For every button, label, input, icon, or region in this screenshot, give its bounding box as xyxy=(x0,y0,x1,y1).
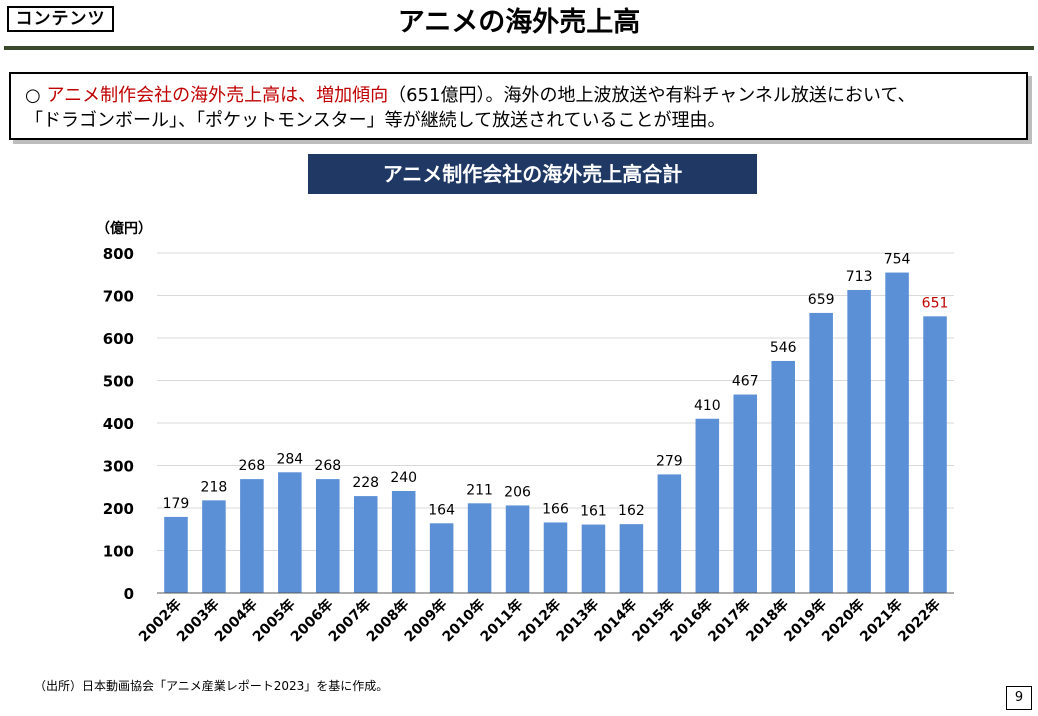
y-tick-label: 500 xyxy=(103,373,134,391)
data-label: 467 xyxy=(732,374,759,390)
data-label: 161 xyxy=(580,504,607,520)
bar xyxy=(581,524,606,593)
y-tick-label: 800 xyxy=(103,245,134,263)
data-label: 218 xyxy=(201,479,228,495)
data-label: 651 xyxy=(922,295,949,311)
bar xyxy=(657,474,682,593)
data-label: 211 xyxy=(466,482,493,498)
bar xyxy=(885,272,909,593)
bar xyxy=(164,516,188,593)
y-tick-label: 700 xyxy=(103,288,134,306)
bar xyxy=(316,479,340,593)
bar xyxy=(467,503,492,593)
summary-box: ○ アニメ制作会社の海外売上高は、増加傾向（651億円）。海外の地上波放送や有料… xyxy=(9,72,1028,140)
summary-highlight: アニメ制作会社の海外売上高は、増加傾向 xyxy=(46,85,389,106)
data-label: 546 xyxy=(770,340,797,356)
y-tick-label: 0 xyxy=(124,585,134,603)
section-tag: コンテンツ xyxy=(7,6,114,32)
data-label: 713 xyxy=(846,269,873,285)
data-label: 240 xyxy=(390,470,417,486)
x-tick-label: 2022年 xyxy=(894,596,943,645)
bar xyxy=(240,479,264,593)
bar xyxy=(202,500,226,593)
data-label: 166 xyxy=(542,501,569,517)
page-title: アニメの海外売上高 xyxy=(397,7,641,38)
summary-line-1: ○ アニメ制作会社の海外売上高は、増加傾向（651億円）。海外の地上波放送や有料… xyxy=(25,83,1016,108)
y-tick-label: 300 xyxy=(103,458,134,476)
summary-line-2: 「ドラゴンボール」、「ポケットモンスター」等が継続して放送されていることが理由。 xyxy=(25,110,726,131)
data-label: 179 xyxy=(163,496,190,512)
bar xyxy=(543,522,568,593)
data-label: 228 xyxy=(352,475,379,491)
bar xyxy=(847,289,871,593)
data-label: 659 xyxy=(808,292,835,308)
data-label: 279 xyxy=(656,453,683,469)
title-divider xyxy=(4,46,1034,50)
bar xyxy=(278,472,302,593)
bar xyxy=(695,418,720,593)
y-tick-label: 600 xyxy=(103,330,134,348)
bar xyxy=(923,316,947,593)
data-label: 162 xyxy=(618,503,645,519)
source-note: （出所）日本動画協会「アニメ産業レポート2023」を基に作成。 xyxy=(34,679,389,693)
data-label: 206 xyxy=(504,484,531,500)
bar xyxy=(809,312,833,593)
bar xyxy=(391,491,416,593)
y-tick-label: 100 xyxy=(103,543,134,561)
bar xyxy=(771,360,795,593)
bar xyxy=(429,523,454,593)
y-tick-label: 200 xyxy=(103,500,134,518)
summary-rest: （651億円）。海外の地上波放送や有料チャンネル放送において、 xyxy=(388,85,916,106)
bar xyxy=(619,524,644,593)
bar xyxy=(353,496,378,593)
data-label: 754 xyxy=(884,252,911,268)
y-tick-label: 400 xyxy=(103,415,134,433)
bar xyxy=(733,394,758,593)
summary-bullet: ○ xyxy=(25,85,41,106)
data-label: 410 xyxy=(694,398,721,414)
bar xyxy=(505,505,530,593)
data-label: 268 xyxy=(239,458,266,474)
data-label: 284 xyxy=(276,451,303,467)
y-axis-unit: （億円） xyxy=(96,220,152,237)
data-label: 268 xyxy=(314,458,341,474)
page-number: 9 xyxy=(1006,686,1032,710)
data-label: 164 xyxy=(428,502,455,518)
chart-title: アニメ制作会社の海外売上高合計 xyxy=(308,154,757,194)
